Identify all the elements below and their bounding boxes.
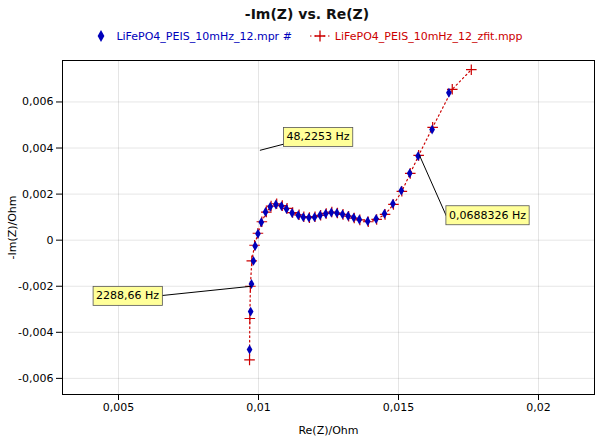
svg-text:0,004: 0,004 — [22, 142, 54, 155]
svg-text:-0,002: -0,002 — [18, 280, 53, 293]
svg-text:0,015: 0,015 — [383, 401, 415, 414]
svg-text:Re(Z)/Ohm: Re(Z)/Ohm — [298, 424, 358, 437]
svg-text:0,0688326 Hz: 0,0688326 Hz — [449, 209, 526, 222]
svg-text:0,006: 0,006 — [22, 95, 54, 108]
html-text:LiFePO4_PEIS_10mHz_12.mpr #: LiFePO4_PEIS_10mHz_12.mpr # — [116, 29, 292, 43]
svg-text:48,2253 Hz: 48,2253 Hz — [287, 130, 350, 143]
svg-text:0,02: 0,02 — [526, 401, 551, 414]
html-text:-Im(Z) vs. Re(Z): -Im(Z) vs. Re(Z) — [244, 6, 370, 22]
svg-text:0,01: 0,01 — [246, 401, 271, 414]
svg-text:0,005: 0,005 — [103, 401, 135, 414]
svg-text:0: 0 — [47, 234, 54, 247]
svg-text:2288,66 Hz: 2288,66 Hz — [96, 289, 159, 302]
svg-text:-Im(Z)/Ohm: -Im(Z)/Ohm — [6, 195, 19, 259]
svg-text:0,002: 0,002 — [22, 188, 54, 201]
svg-text:-0,004: -0,004 — [18, 326, 53, 339]
html-text:LiFePO4_PEIS_10mHz_12_zfit.mpp: LiFePO4_PEIS_10mHz_12_zfit.mpp — [334, 29, 523, 43]
svg-text:-0,006: -0,006 — [18, 372, 53, 385]
